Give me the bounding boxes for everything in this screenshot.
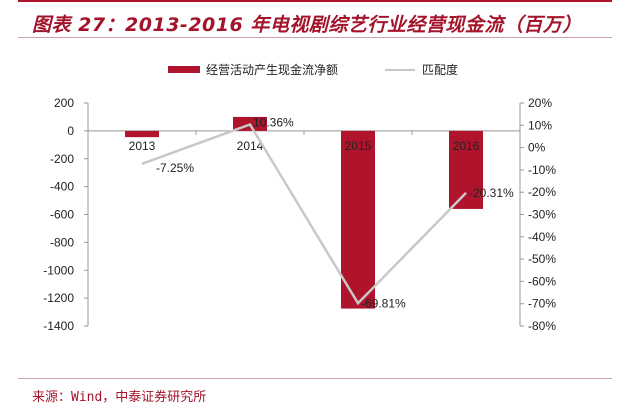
source-divider bbox=[18, 378, 612, 379]
left-axis-tick-label: -1200 bbox=[43, 291, 74, 305]
right-axis-tick-label: -40% bbox=[528, 230, 556, 244]
legend-line-label: 匹配度 bbox=[422, 62, 458, 77]
legend: 经营活动产生现金流净额 匹配度 bbox=[168, 62, 458, 77]
right-axis-tick-label: -30% bbox=[528, 208, 556, 222]
line-series-match bbox=[141, 122, 467, 306]
left-axis-tick-label: -1400 bbox=[43, 319, 74, 333]
x-axis-tick-label: 2015 bbox=[345, 139, 372, 153]
bar-2013 bbox=[125, 130, 159, 138]
right-axis-tick-label: -70% bbox=[528, 297, 556, 311]
right-axis-tick-label: -60% bbox=[528, 274, 556, 288]
top-border bbox=[18, 0, 612, 2]
left-axis-tick-label: -800 bbox=[50, 235, 74, 249]
data-label-2015: -69.81% bbox=[361, 296, 406, 310]
left-axis-tick-label: -400 bbox=[50, 180, 74, 194]
right-axis-tick-label: 20% bbox=[528, 96, 552, 110]
x-axis-tick-label: 2014 bbox=[237, 139, 264, 153]
right-axis-tick-label: -20% bbox=[528, 185, 556, 199]
x-axis-tick-label: 2016 bbox=[453, 139, 480, 153]
left-axis-tick-label: -1000 bbox=[43, 263, 74, 277]
legend-bar-label: 经营活动产生现金流净额 bbox=[206, 62, 338, 77]
right-axis-tick-label: -10% bbox=[528, 163, 556, 177]
data-label-2014: 10.36% bbox=[253, 115, 294, 129]
right-axis-tick-label: 10% bbox=[528, 118, 552, 132]
left-axis-tick-label: 0 bbox=[67, 124, 74, 138]
data-label-2013: -7.25% bbox=[156, 161, 194, 175]
left-axis-tick-label: -600 bbox=[50, 208, 74, 222]
left-axis-tick-label: -200 bbox=[50, 152, 74, 166]
title-divider bbox=[18, 37, 612, 38]
right-axis-tick-label: -50% bbox=[528, 252, 556, 266]
legend-bar-swatch bbox=[168, 66, 200, 73]
right-axis-tick-label: -80% bbox=[528, 319, 556, 333]
x-axis-tick-label: 2013 bbox=[129, 139, 156, 153]
bar-2015 bbox=[341, 130, 375, 309]
data-label-2016: -20.31% bbox=[469, 186, 514, 200]
right-axis-tick-label: 0% bbox=[528, 141, 546, 155]
source-note: 来源：Wind，中泰证券研究所 bbox=[32, 390, 207, 405]
left-axis-tick-label: 200 bbox=[54, 96, 74, 110]
chart-title: 图表 27：2013-2016 年电视剧综艺行业经营现金流（百万） bbox=[32, 14, 582, 36]
bar-2016 bbox=[449, 130, 483, 209]
